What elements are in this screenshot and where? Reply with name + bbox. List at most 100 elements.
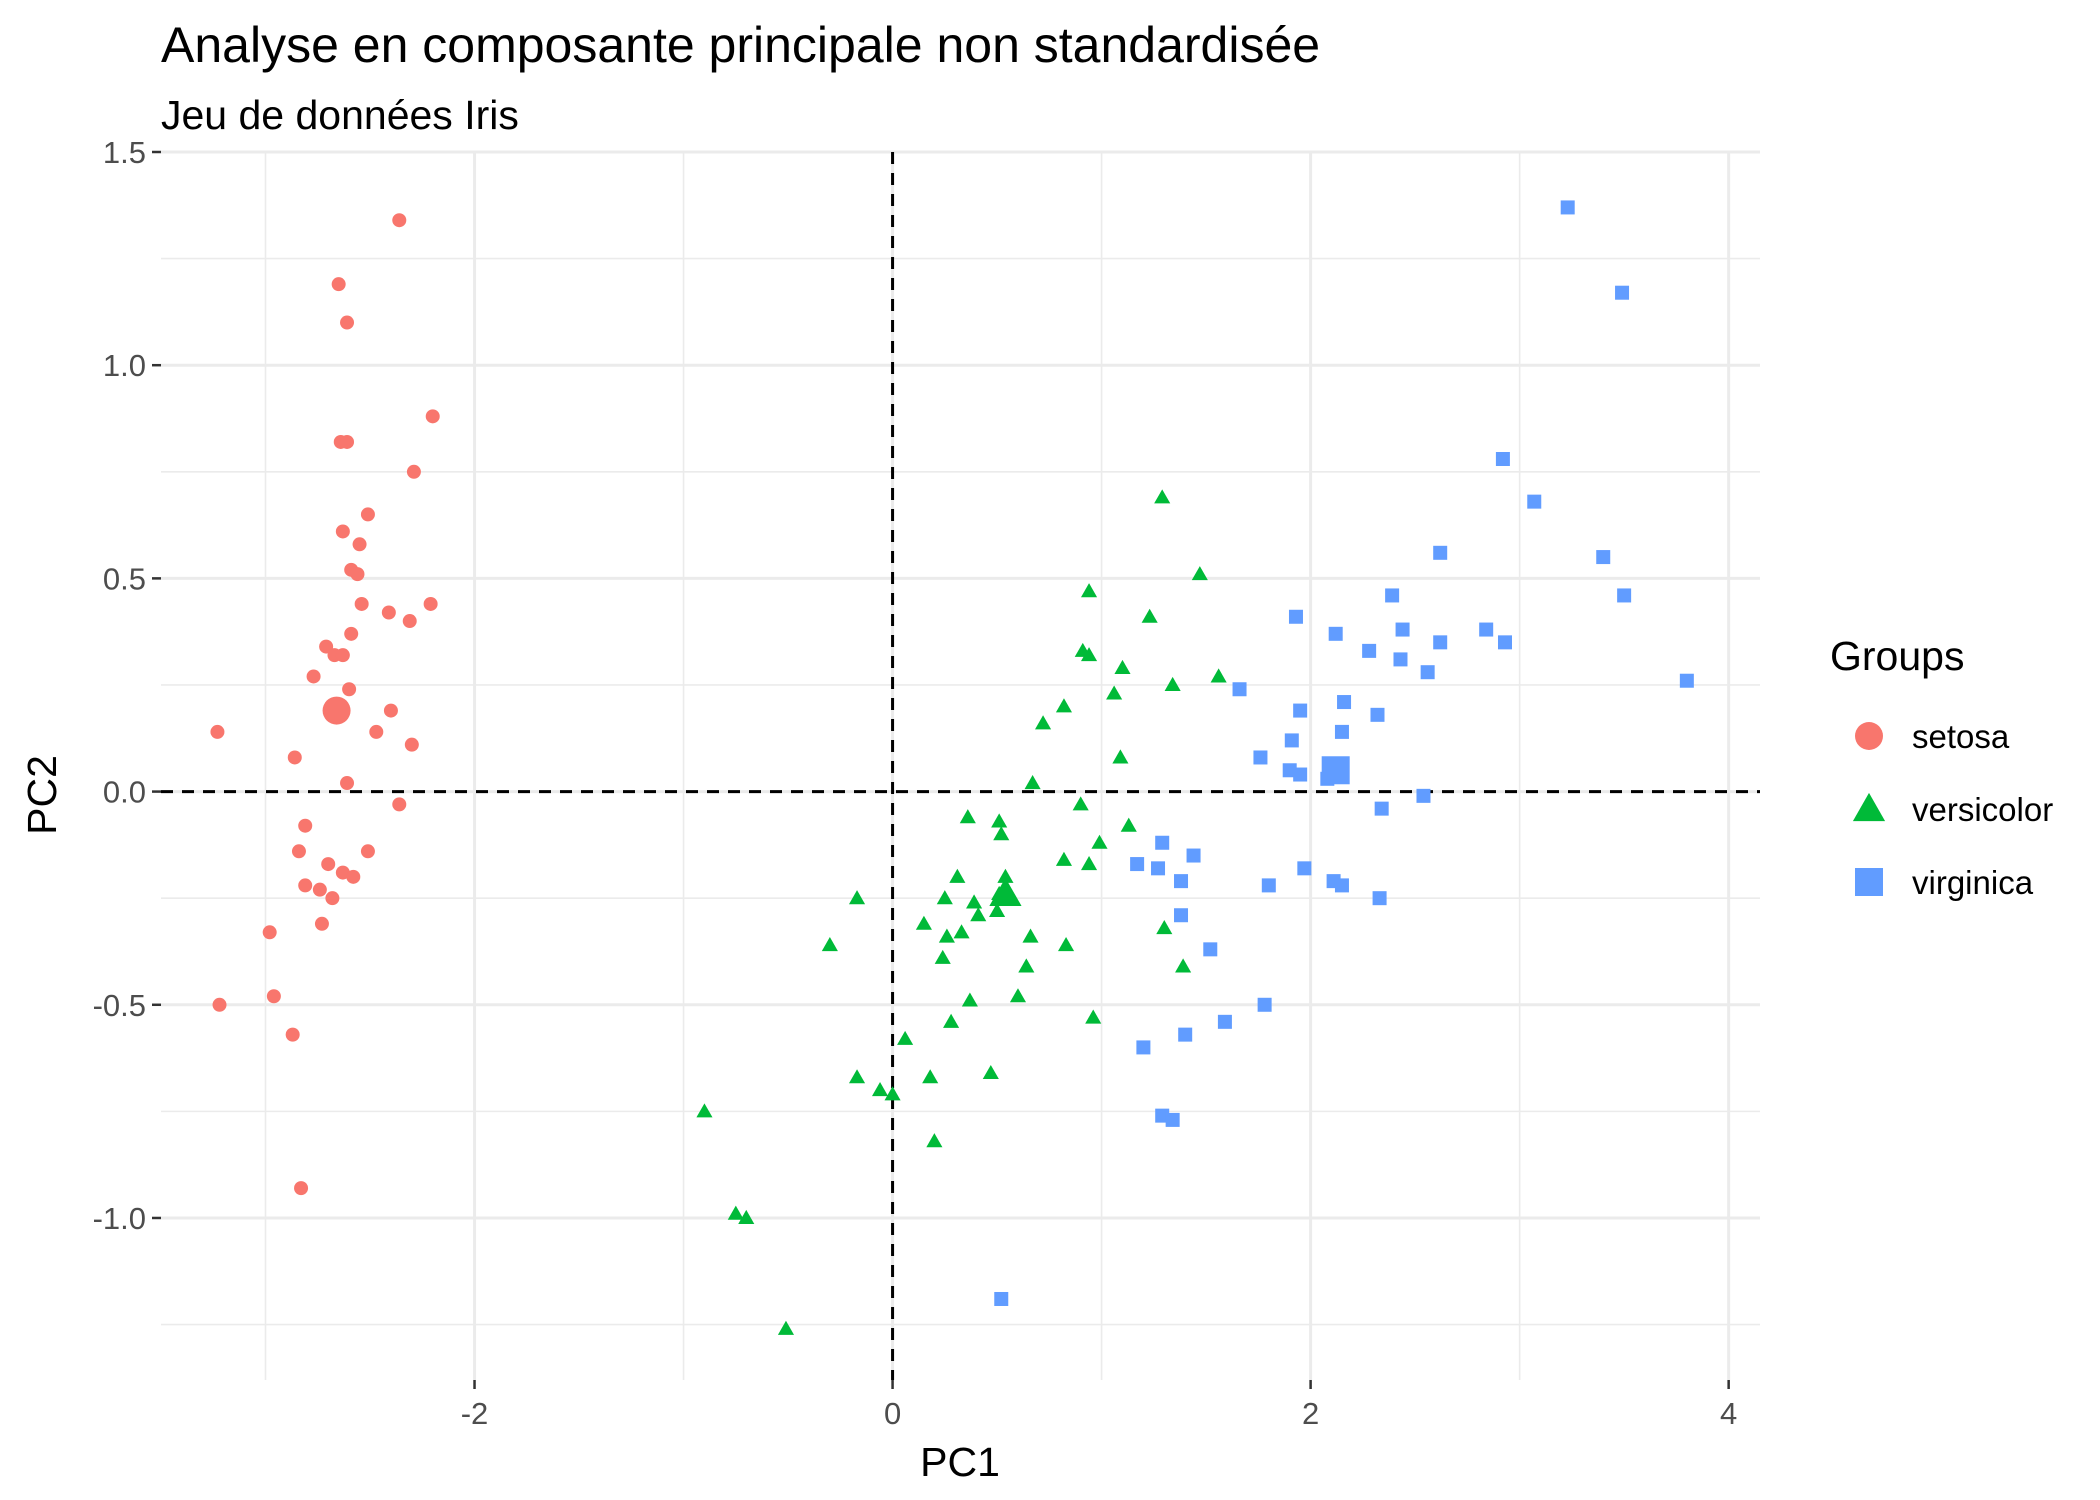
point-setosa — [306, 669, 321, 684]
point-versicolor — [848, 890, 866, 905]
chart-title: Analyse en composante principale non sta… — [161, 17, 1321, 73]
point-virginica — [1217, 1014, 1232, 1029]
point-versicolor — [848, 1069, 866, 1084]
point-versicolor — [936, 890, 953, 905]
reference-lines — [161, 152, 1760, 1380]
point-virginica — [1288, 609, 1303, 624]
point-versicolor — [1114, 659, 1131, 674]
point-setosa — [352, 537, 367, 552]
point-versicolor — [966, 894, 983, 909]
point-versicolor — [1112, 749, 1129, 764]
point-setosa — [298, 818, 313, 833]
point-versicolor — [989, 902, 1006, 918]
point-versicolor — [1035, 715, 1052, 730]
point-versicolor — [926, 1133, 943, 1148]
point-setosa — [425, 409, 440, 424]
point-virginica — [1560, 200, 1575, 215]
point-versicolor — [1072, 796, 1089, 811]
point-versicolor — [884, 1086, 901, 1101]
point-setosa — [404, 737, 419, 752]
centroid-virginica — [1321, 756, 1350, 785]
x-tick-label: 0 — [884, 1396, 901, 1431]
point-virginica — [1293, 703, 1308, 718]
point-virginica — [1416, 788, 1431, 803]
point-versicolor — [1164, 676, 1181, 692]
y-tick-label: 0.0 — [103, 775, 146, 810]
point-virginica — [1203, 942, 1218, 957]
point-versicolor — [777, 1320, 795, 1335]
point-setosa — [406, 464, 421, 479]
point-virginica — [1362, 643, 1377, 658]
point-virginica — [1420, 665, 1435, 680]
axes: -2 0 2 4 -1.0 -0.5 0.0 0.5 1.0 1.5 — [93, 135, 1738, 1431]
point-setosa — [369, 724, 384, 739]
point-setosa — [340, 434, 355, 449]
y-tick-label: 1.0 — [103, 348, 146, 383]
legend-label-versicolor: versicolor — [1912, 791, 2053, 828]
point-virginica — [1328, 626, 1343, 641]
legend-key-virginica — [1855, 868, 1883, 896]
point-versicolor — [970, 907, 987, 922]
point-setosa — [392, 797, 407, 812]
legend-title: Groups — [1830, 633, 1964, 679]
point-versicolor — [1156, 919, 1173, 935]
point-versicolor — [997, 868, 1014, 883]
point-virginica — [1370, 707, 1385, 722]
point-virginica — [1136, 1040, 1151, 1055]
point-versicolor — [1191, 566, 1208, 581]
point-versicolor — [1058, 937, 1075, 952]
y-tick-label: 0.5 — [103, 561, 146, 596]
legend: Groups setosa versicolor virginica — [1830, 633, 2053, 901]
point-versicolor — [1141, 608, 1158, 623]
y-tick-label: -0.5 — [93, 988, 146, 1023]
centroid-setosa — [322, 696, 351, 725]
point-setosa — [423, 596, 438, 611]
point-virginica — [1374, 801, 1389, 816]
point-setosa — [383, 703, 398, 718]
point-setosa — [285, 1027, 300, 1042]
point-virginica — [1679, 673, 1694, 688]
point-versicolor — [1085, 1009, 1102, 1024]
point-virginica — [1261, 878, 1276, 893]
point-virginica — [1334, 724, 1349, 739]
chart-subtitle: Jeu de données Iris — [161, 92, 519, 138]
point-virginica — [1433, 545, 1448, 560]
point-setosa — [314, 916, 329, 931]
point-setosa — [298, 878, 313, 893]
x-tick-label: 2 — [1302, 1396, 1319, 1431]
point-virginica — [1385, 588, 1400, 603]
point-versicolor — [821, 937, 838, 952]
point-virginica — [1293, 767, 1308, 782]
point-virginica — [1232, 682, 1247, 697]
point-versicolor — [1080, 583, 1098, 598]
point-virginica — [1596, 550, 1611, 565]
point-versicolor — [1106, 685, 1123, 700]
point-setosa — [340, 776, 355, 791]
point-virginica — [1527, 494, 1542, 509]
point-versicolor — [738, 1209, 755, 1225]
point-virginica — [994, 1291, 1009, 1306]
point-setosa — [266, 989, 281, 1004]
centroid-versicolor — [989, 877, 1022, 906]
point-versicolor — [1024, 775, 1041, 790]
point-versicolor — [1018, 958, 1035, 973]
point-setosa — [335, 524, 350, 539]
point-virginica — [1155, 835, 1170, 850]
point-setosa — [346, 869, 361, 884]
point-virginica — [1253, 750, 1268, 765]
point-setosa — [344, 626, 359, 641]
point-setosa — [331, 277, 346, 292]
x-tick-label: -2 — [461, 1396, 489, 1431]
point-setosa — [342, 682, 357, 697]
point-virginica — [1337, 695, 1352, 710]
point-versicolor — [871, 1082, 889, 1097]
point-virginica — [1151, 861, 1166, 876]
point-setosa — [360, 507, 375, 522]
point-virginica — [1174, 874, 1189, 889]
legend-key-versicolor — [1852, 792, 1886, 822]
point-setosa — [287, 750, 302, 765]
point-setosa — [262, 925, 277, 940]
point-versicolor — [934, 949, 951, 964]
point-virginica — [1174, 908, 1189, 923]
